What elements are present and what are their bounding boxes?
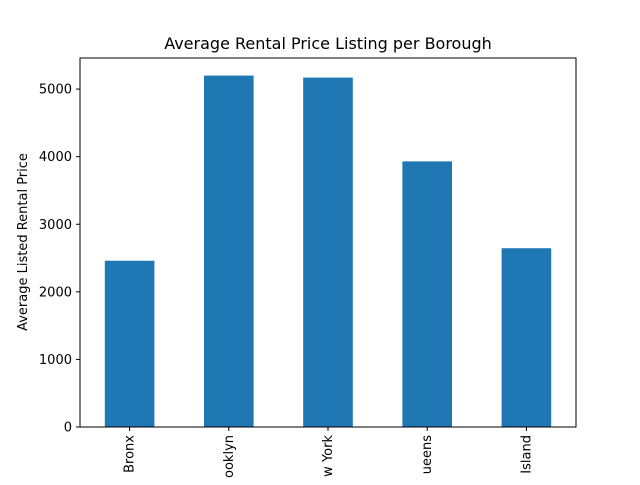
x-tick-label: Island [519,435,534,474]
bars-layer [104,75,552,428]
chart-title: Average Rental Price Listing per Borough [164,34,492,53]
y-axis-label: Average Listed Rental Price [16,153,31,331]
x-tick-label: w York [321,435,336,477]
bar-new-york [303,77,353,427]
y-tick-label: 3000 [39,218,72,233]
bar-bronx [104,260,155,427]
x-tick-label: ooklyn [222,435,237,478]
y-tick-label: 2000 [39,285,72,300]
y-ticks: 0 1000 2000 3000 4000 5000 [39,83,80,436]
x-tick-label: ueens [420,435,435,474]
bar-staten-island [501,248,552,427]
plot-frame [79,57,577,428]
bar-queens [402,161,452,427]
y-tick-label: 5000 [39,83,72,98]
y-tick-label: 0 [64,421,72,436]
y-tick-label: 4000 [39,150,72,165]
bar-brooklyn [204,75,254,428]
x-tick-label: Bronx [123,435,138,473]
x-ticks: Bronx ooklyn w York ueens Island [123,427,534,478]
y-tick-label: 1000 [39,353,72,368]
